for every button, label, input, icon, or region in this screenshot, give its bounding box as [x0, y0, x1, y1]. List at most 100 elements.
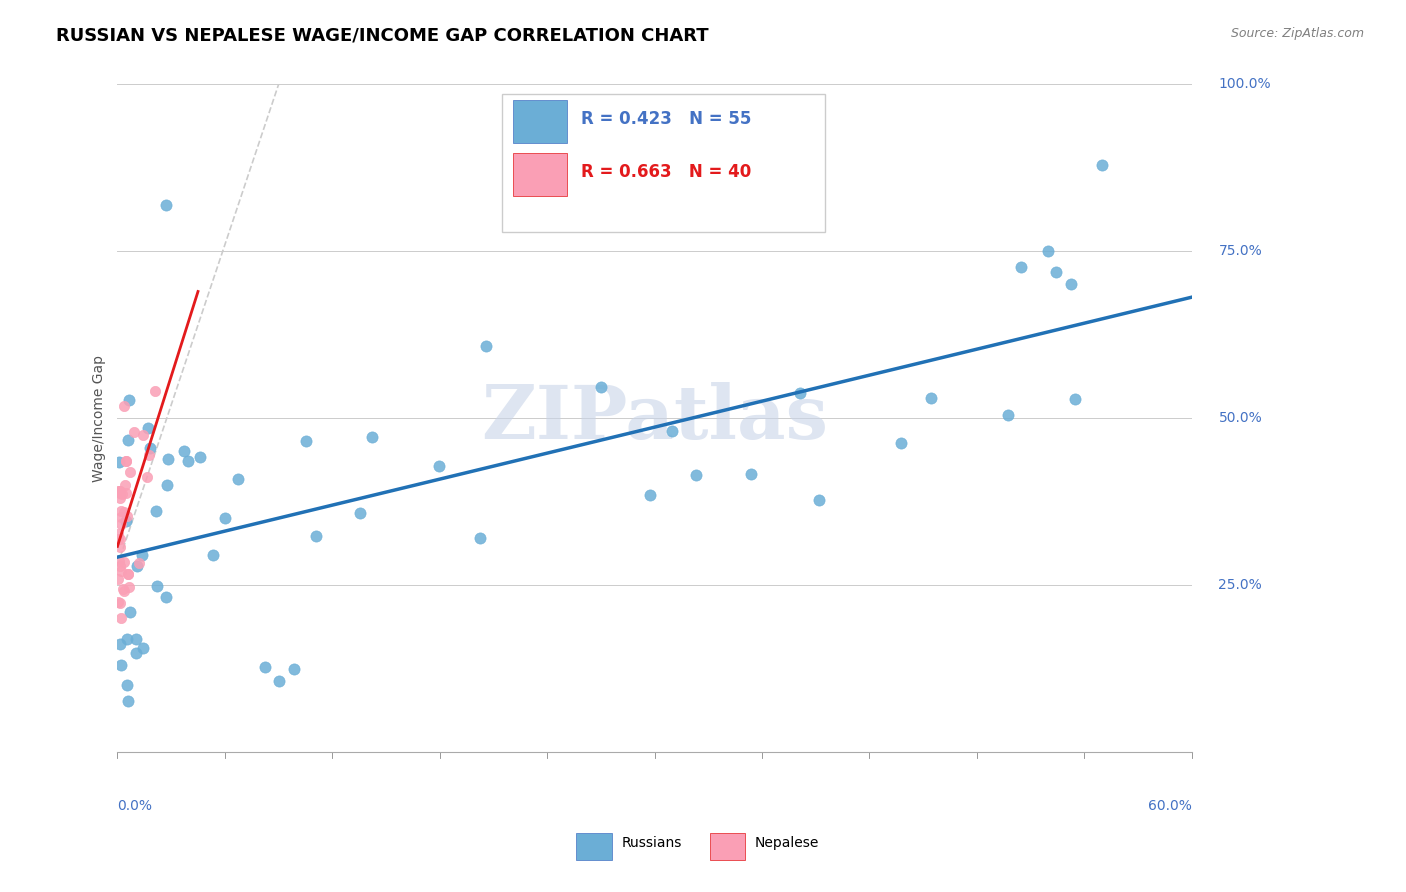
Point [1010, 260, 1032, 275]
Point [789, 386, 811, 401]
Text: 50.0%: 50.0% [1219, 411, 1263, 425]
Point [110, 558, 132, 573]
Point [1091, 158, 1114, 172]
Point [661, 424, 683, 438]
Point [128, 556, 150, 570]
Point [136, 421, 159, 435]
Point [117, 694, 139, 708]
Point [108, 540, 131, 554]
Point [155, 198, 177, 212]
Point [475, 339, 498, 353]
Text: 0.0%: 0.0% [118, 799, 152, 814]
Y-axis label: Wage/Income Gap: Wage/Income Gap [93, 355, 107, 482]
Point [254, 659, 277, 673]
Point [115, 485, 138, 500]
Point [110, 487, 132, 501]
Point [112, 582, 135, 597]
Point [131, 641, 153, 656]
Point [294, 434, 316, 449]
Point [110, 504, 132, 518]
Point [115, 454, 138, 468]
Point [361, 430, 384, 444]
Point [269, 673, 291, 688]
Point [177, 454, 200, 468]
Point [117, 566, 139, 581]
Point [112, 555, 135, 569]
Point [112, 583, 135, 598]
Point [131, 548, 153, 562]
Point [202, 548, 225, 562]
Point [122, 425, 145, 439]
Point [157, 451, 180, 466]
Point [118, 392, 141, 407]
Point [108, 484, 131, 499]
Point [110, 516, 132, 531]
Point [1060, 277, 1083, 291]
Point [146, 579, 169, 593]
Text: R = 0.423   N = 55: R = 0.423 N = 55 [581, 110, 751, 128]
Point [173, 443, 195, 458]
Point [468, 531, 491, 545]
Point [107, 533, 129, 547]
Point [112, 400, 135, 414]
Point [145, 504, 167, 518]
Point [118, 580, 141, 594]
Point [125, 559, 148, 574]
Point [214, 511, 236, 525]
Point [108, 637, 131, 651]
Point [108, 596, 131, 610]
Point [808, 493, 831, 508]
Point [110, 564, 132, 578]
Point [117, 509, 139, 524]
Point [135, 469, 157, 483]
Point [115, 678, 138, 692]
Point [920, 392, 942, 406]
Point [117, 433, 139, 447]
Point [139, 442, 162, 456]
Point [107, 527, 129, 541]
Point [155, 590, 177, 604]
Point [107, 554, 129, 568]
Point [145, 384, 167, 398]
Point [120, 605, 142, 619]
Point [114, 478, 136, 492]
Point [138, 448, 160, 462]
Point [110, 657, 132, 672]
Point [108, 485, 131, 500]
Point [107, 573, 129, 587]
Text: 60.0%: 60.0% [1147, 799, 1192, 814]
Point [589, 380, 612, 394]
Text: RUSSIAN VS NEPALESE WAGE/INCOME GAP CORRELATION CHART: RUSSIAN VS NEPALESE WAGE/INCOME GAP CORR… [56, 27, 709, 45]
Point [117, 566, 139, 581]
Point [115, 454, 138, 468]
Point [108, 532, 131, 546]
Text: 75.0%: 75.0% [1219, 244, 1263, 259]
Point [740, 467, 762, 481]
Point [349, 506, 371, 520]
Text: 25.0%: 25.0% [1219, 579, 1263, 592]
Text: R = 0.663   N = 40: R = 0.663 N = 40 [581, 163, 751, 181]
Point [120, 465, 142, 479]
Point [226, 472, 249, 486]
Point [997, 408, 1019, 422]
Point [110, 611, 132, 625]
Point [283, 662, 305, 676]
Point [1045, 265, 1067, 279]
Point [125, 632, 148, 646]
Point [110, 491, 132, 506]
Point [188, 450, 211, 464]
Point [112, 505, 135, 519]
Point [108, 455, 131, 469]
Point [108, 483, 131, 498]
Point [108, 483, 131, 498]
Text: ZIPatlas: ZIPatlas [481, 382, 828, 455]
Point [305, 529, 328, 543]
Text: Source: ZipAtlas.com: Source: ZipAtlas.com [1230, 27, 1364, 40]
Point [685, 468, 707, 483]
Point [110, 510, 132, 524]
Point [1063, 392, 1085, 406]
Point [1036, 244, 1059, 258]
Point [125, 646, 148, 660]
Point [638, 488, 661, 502]
Point [156, 477, 179, 491]
